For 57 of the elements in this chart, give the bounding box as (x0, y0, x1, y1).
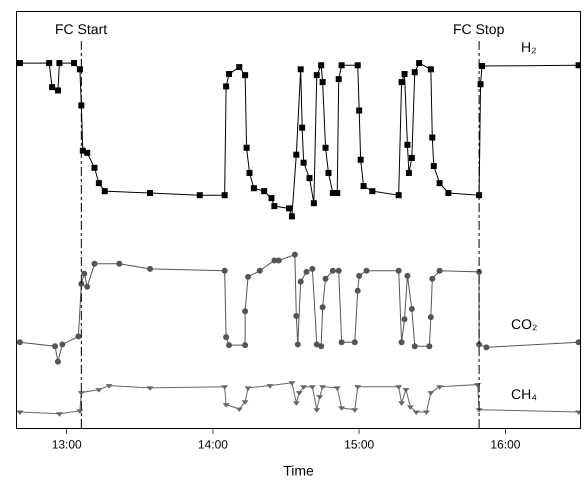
point (17, 410, 24, 415)
point (92, 260, 98, 267)
point (404, 272, 410, 279)
point (330, 268, 336, 274)
point (483, 344, 490, 350)
point (294, 341, 301, 348)
point (336, 268, 342, 274)
point (412, 343, 418, 350)
x-tick-label: 16:00 (490, 437, 521, 452)
point (436, 268, 443, 274)
point (322, 276, 329, 282)
series-label: H₂ (521, 39, 537, 55)
point (402, 388, 410, 393)
x-axis-title: Time (283, 462, 314, 479)
point (226, 342, 232, 348)
point (222, 268, 228, 274)
point (81, 270, 88, 277)
point (309, 266, 316, 272)
point (84, 284, 90, 290)
ref-line-label: FC Start (55, 21, 108, 37)
point (17, 339, 23, 346)
point (75, 333, 82, 340)
x-tick-label: 13:00 (52, 437, 82, 452)
point (396, 268, 402, 274)
point (242, 308, 248, 314)
point (298, 278, 304, 285)
point (426, 343, 432, 350)
ref-line-label: FC Stop (453, 21, 505, 37)
point (338, 339, 345, 346)
point (356, 272, 362, 279)
point (429, 276, 436, 282)
point (52, 343, 58, 350)
x-tick-label: 15:00 (344, 437, 375, 452)
series-label: CO₂ (511, 316, 538, 332)
point (292, 252, 298, 258)
point (147, 266, 154, 272)
point (266, 384, 274, 389)
point (293, 312, 300, 319)
point (59, 341, 66, 348)
series-label: CH₄ (511, 386, 538, 402)
point (398, 339, 405, 346)
point (223, 334, 230, 340)
point (364, 268, 370, 274)
point (352, 339, 358, 346)
point (242, 342, 248, 348)
point (256, 268, 263, 274)
point (245, 274, 252, 280)
x-tick-label: 14:00 (198, 437, 228, 452)
point (318, 343, 324, 350)
point (54, 358, 61, 365)
point (116, 260, 122, 267)
point (408, 306, 415, 312)
point (402, 316, 408, 322)
point (304, 268, 310, 275)
point (428, 314, 434, 320)
point (354, 288, 361, 294)
point (320, 304, 326, 310)
